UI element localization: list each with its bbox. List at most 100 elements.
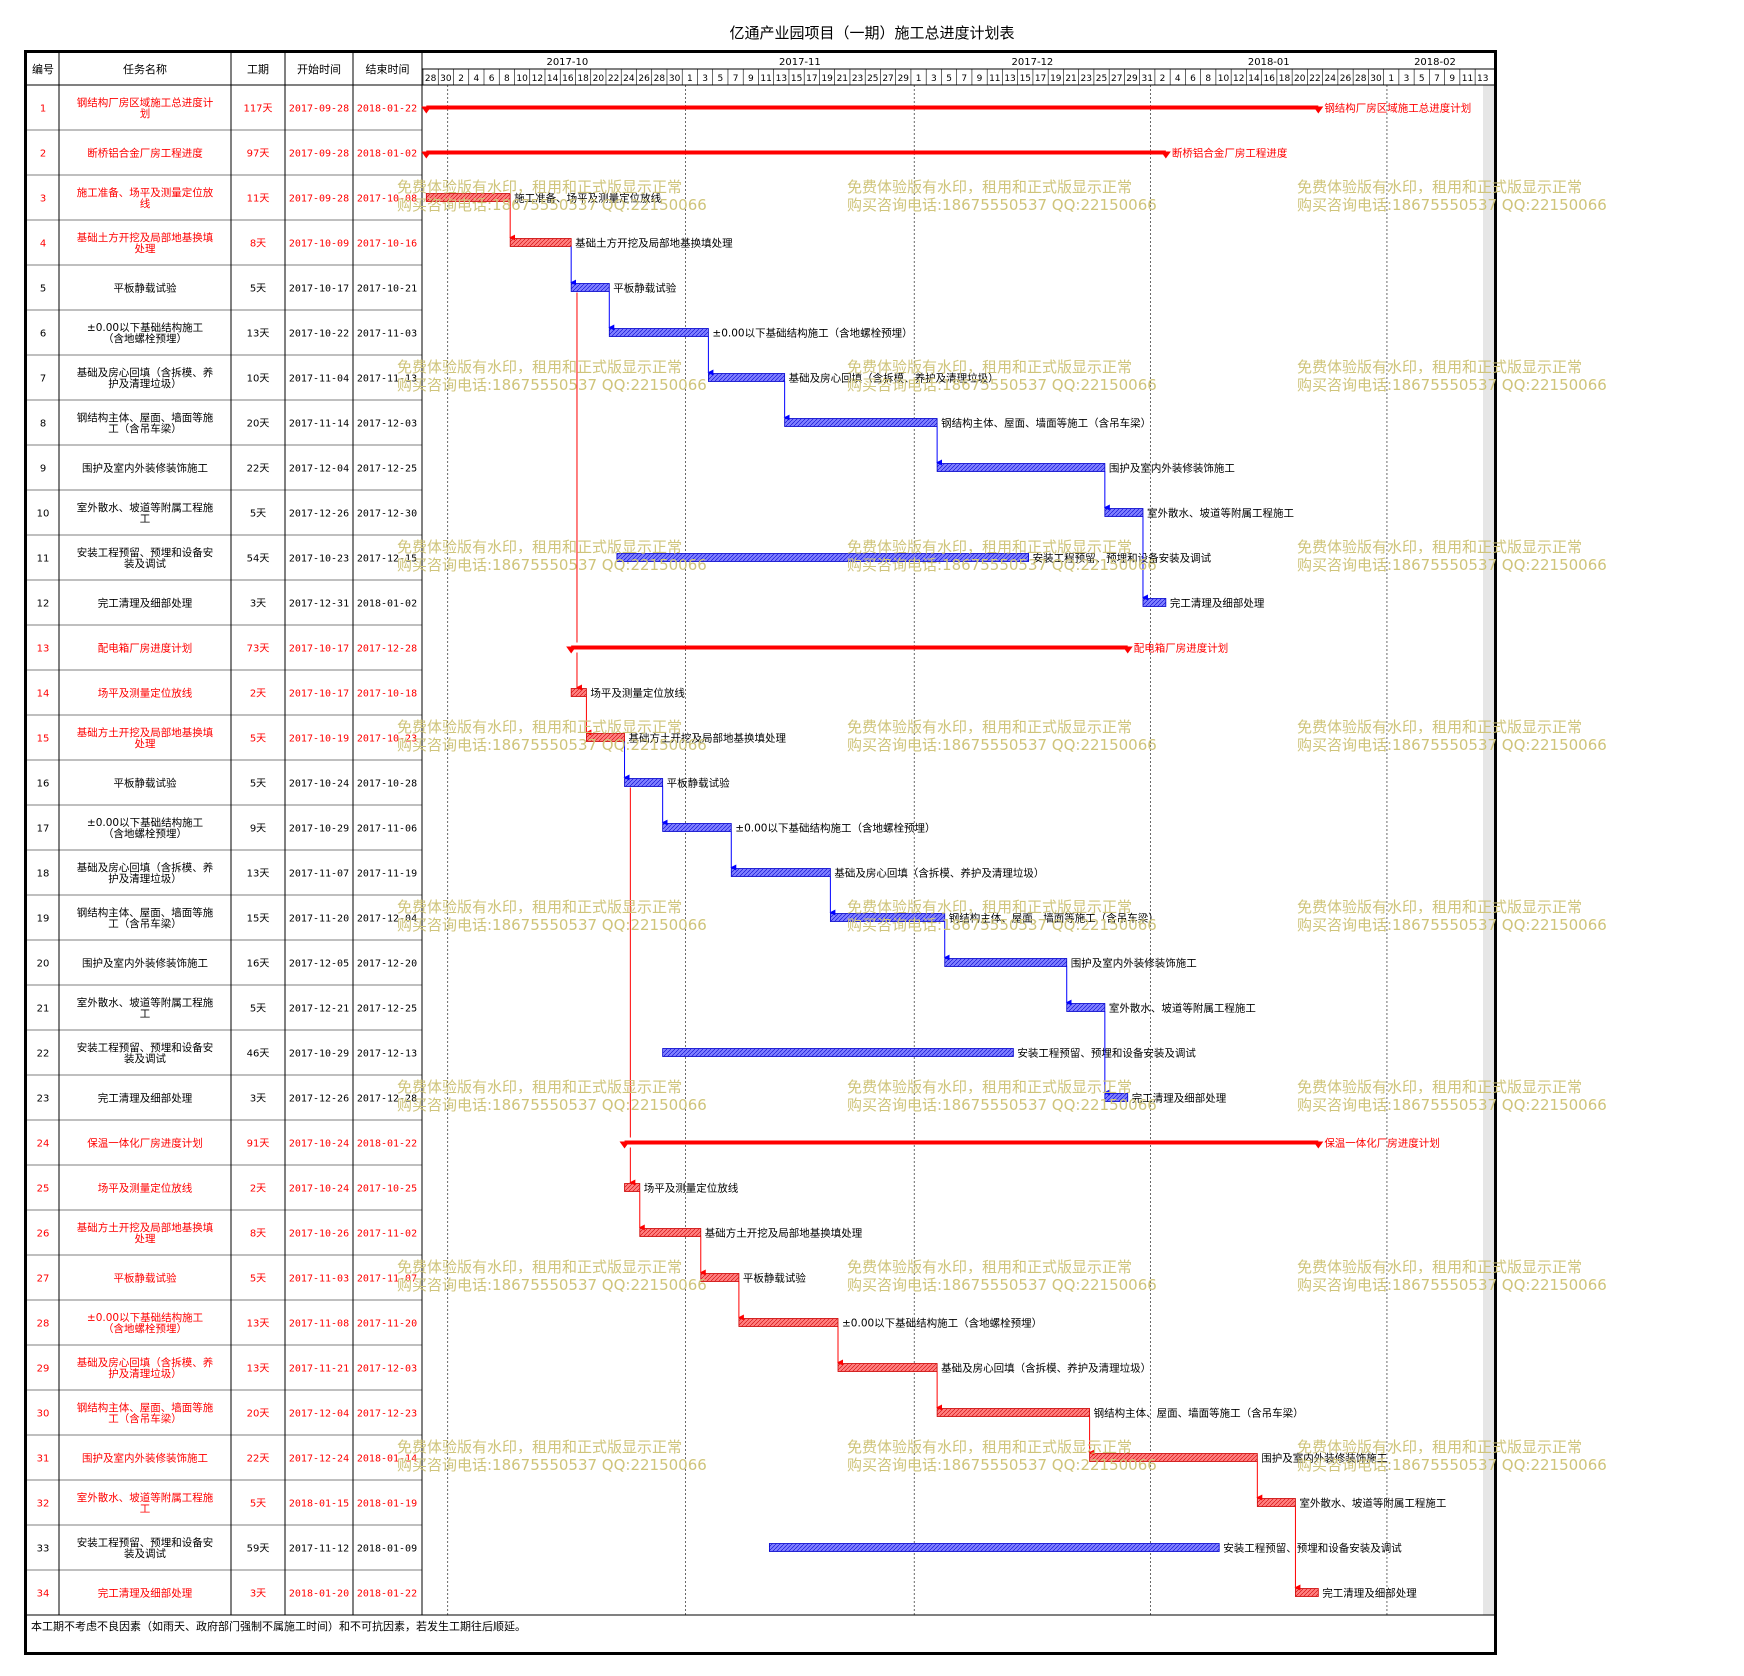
bar-label: 平板静载试验 [613, 282, 676, 295]
task-start: 2017-10-17 [289, 644, 349, 655]
watermark-line-2: 购买咨询电话:18675550537 QQ:22150066 [847, 1456, 1157, 1474]
task-id: 27 [37, 1274, 50, 1285]
task-end: 2018-01-09 [357, 1544, 417, 1555]
watermark-line-1: 免费体验版有水印，租用和正式版显示正常 [1297, 538, 1583, 556]
watermark-text: 免费体验版有水印，租用和正式版显示正常 购买咨询电话:18675550537 QQ… [847, 1078, 1157, 1114]
bar-label: 安装工程预留、预埋和设备安装及调试 [1033, 552, 1212, 565]
column-header-2: 工期 [247, 63, 269, 76]
watermark-line-2: 购买咨询电话:18675550537 QQ:22150066 [1297, 1276, 1607, 1294]
watermark-line-1: 免费体验版有水印，租用和正式版显示正常 [847, 538, 1133, 556]
task-end: 2017-12-28 [357, 644, 417, 655]
watermark-line-1: 免费体验版有水印，租用和正式版显示正常 [847, 898, 1133, 916]
bar-label: 室外散水、坡道等附属工程施工 [1299, 1497, 1446, 1510]
summary-start-marker [619, 1141, 630, 1149]
task-bar [1089, 1453, 1258, 1462]
task-start: 2017-10-24 [289, 1184, 349, 1195]
task-name: 平板静载试验 [114, 282, 177, 295]
task-name: 基础及房心回填（含拆模、养护及清理垃圾） [77, 861, 214, 885]
task-start: 2017-12-24 [289, 1454, 349, 1465]
watermark-line-2: 购买咨询电话:18675550537 QQ:22150066 [397, 736, 707, 754]
watermark-line-1: 免费体验版有水印，租用和正式版显示正常 [1297, 718, 1583, 736]
task-bar [624, 1183, 641, 1192]
task-end: 2018-01-22 [357, 1589, 417, 1600]
summary-start-marker [421, 151, 432, 159]
watermark-line-1: 免费体验版有水印，租用和正式版显示正常 [397, 538, 683, 556]
day-tick-label: 8 [1205, 74, 1211, 84]
task-name: ±0.00以下基础结构施工（含地螺栓预埋） [87, 321, 203, 345]
task-name: 安装工程预留、预埋和设备安装及调试 [77, 546, 214, 570]
task-start: 2017-09-28 [289, 194, 349, 205]
day-tick-label: 9 [1449, 74, 1455, 84]
bar-label: 安装工程预留、预埋和设备安装及调试 [1223, 1542, 1402, 1555]
task-start: 2017-12-31 [289, 599, 349, 610]
watermark-line-2: 购买咨询电话:18675550537 QQ:22150066 [1297, 736, 1607, 754]
watermark-line-2: 购买咨询电话:18675550537 QQ:22150066 [1297, 1456, 1607, 1474]
bar-label: 钢结构厂房区域施工总进度计划 [1324, 102, 1471, 115]
task-end: 2017-10-08 [357, 194, 417, 205]
watermark-text: 免费体验版有水印，租用和正式版显示正常 购买咨询电话:18675550537 QQ… [397, 1258, 707, 1294]
task-end: 2017-12-23 [357, 1409, 417, 1420]
task-name: 钢结构主体、屋面、墙面等施工（含吊车梁） [77, 1401, 214, 1425]
day-tick-label: 19 [821, 74, 833, 84]
bar-label: 场平及测量定位放线 [590, 687, 685, 700]
task-id: 14 [37, 689, 50, 700]
task-end: 2017-11-03 [357, 329, 417, 340]
task-start: 2017-11-12 [289, 1544, 349, 1555]
bar-label: 平板静载试验 [743, 1272, 806, 1285]
day-tick-label: 6 [1190, 74, 1196, 84]
task-end: 2018-01-22 [357, 104, 417, 115]
day-tick-label: 1 [916, 74, 922, 84]
task-duration: 2天 [250, 689, 266, 700]
task-name: 基础及房心回填（含拆模、养护及清理垃圾） [77, 366, 214, 390]
task-name: 钢结构厂房区域施工总进度计划 [77, 96, 214, 120]
watermark-line-2: 购买咨询电话:18675550537 QQ:22150066 [397, 376, 707, 394]
task-name: 基础方土开挖及局部地基换填处理 [77, 726, 214, 750]
bar-label: 钢结构主体、屋面、墙面等施工（含吊车梁） [1094, 1407, 1304, 1420]
task-start: 2017-10-22 [289, 329, 349, 340]
column-header-0: 编号 [32, 62, 54, 76]
day-tick-label: 28 [654, 74, 666, 84]
watermark-line-2: 购买咨询电话:18675550537 QQ:22150066 [1297, 196, 1607, 214]
day-tick-label: 25 [1096, 74, 1107, 84]
task-bar [662, 1048, 1014, 1057]
day-tick-label: 28 [425, 74, 437, 84]
watermark-text: 免费体验版有水印，租用和正式版显示正常 购买咨询电话:18675550537 QQ… [847, 538, 1157, 574]
task-name: 钢结构主体、屋面、墙面等施工（含吊车梁） [77, 906, 214, 930]
task-name: 完工清理及细部处理 [98, 597, 193, 610]
task-name: 保温一体化厂房进度计划 [87, 1137, 203, 1150]
task-duration: 3天 [250, 599, 266, 610]
month-label-2018-02: 2018-02 [1414, 57, 1456, 68]
task-duration: 16天 [247, 959, 270, 970]
day-tick-label: 11 [989, 74, 1000, 84]
right-edge-stripe [1483, 85, 1494, 1615]
bar-label: 平板静载试验 [667, 777, 730, 790]
task-id: 15 [37, 734, 50, 745]
day-tick-label: 5 [1419, 74, 1425, 84]
task-start: 2017-09-28 [289, 149, 349, 160]
task-bar [738, 1318, 839, 1327]
day-tick-label: 18 [577, 74, 589, 84]
watermark-line-1: 免费体验版有水印，租用和正式版显示正常 [1297, 1438, 1583, 1456]
task-start: 2017-12-04 [289, 464, 349, 475]
day-tick-label: 23 [852, 74, 863, 84]
bar-label: 完工清理及细部处理 [1170, 597, 1265, 610]
day-tick-label: 3 [1404, 74, 1410, 84]
task-bar [837, 1363, 938, 1372]
task-id: 32 [37, 1499, 50, 1510]
task-duration: 97天 [247, 149, 270, 160]
watermark-line-2: 购买咨询电话:18675550537 QQ:22150066 [397, 1096, 707, 1114]
task-id: 22 [37, 1049, 50, 1060]
watermark-line-1: 免费体验版有水印，租用和正式版显示正常 [1297, 1258, 1583, 1276]
bar-label: 围护及室内外装修装饰施工 [1109, 462, 1235, 475]
day-tick-label: 28 [1355, 74, 1367, 84]
task-bar [662, 823, 732, 832]
task-id: 16 [37, 779, 50, 790]
bar-label: 施工准备、场平及测量定位放线 [514, 192, 661, 205]
task-name: 钢结构主体、屋面、墙面等施工（含吊车梁） [77, 411, 214, 435]
task-duration: 9天 [250, 824, 266, 835]
task-bar [616, 553, 1030, 562]
task-duration: 11天 [247, 194, 270, 205]
task-name: 围护及室内外装修装饰施工 [82, 957, 208, 970]
day-tick-label: 30 [440, 74, 452, 84]
